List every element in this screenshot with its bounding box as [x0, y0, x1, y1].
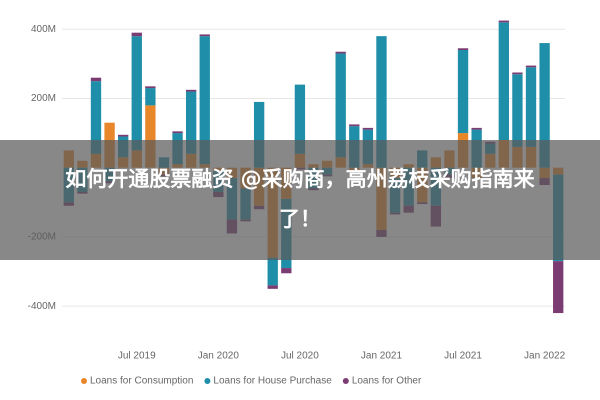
banner-line: 如何开通股票融资 @采购商，高州荔枝采购指南来: [65, 167, 535, 191]
bar: [185, 91, 197, 154]
bar: [335, 51, 346, 54]
legend-label: Loans for Consumption: [90, 376, 193, 387]
bar: [131, 32, 142, 37]
bar: [498, 20, 509, 23]
bar: [185, 89, 197, 92]
bar: [349, 124, 360, 127]
bar: [362, 127, 374, 130]
legend-label: Loans for House Purchase: [213, 376, 332, 387]
x-tick-label: Jul 2021: [444, 351, 482, 362]
x-tick-label: Jul 2020: [281, 351, 319, 362]
y-tick-label: 400M: [31, 24, 56, 35]
bar: [471, 127, 482, 130]
bar: [457, 50, 469, 134]
bar: [145, 105, 156, 168]
bar: [118, 134, 129, 137]
bar: [267, 257, 278, 286]
bar: [267, 285, 278, 289]
legend-marker: [342, 378, 349, 384]
bar: [131, 36, 142, 151]
bar: [145, 88, 156, 106]
bar: [90, 77, 102, 82]
bar: [172, 131, 183, 134]
bar: [199, 36, 210, 165]
y-tick-label: -400M: [28, 301, 56, 312]
bar: [525, 65, 537, 68]
bar: [199, 34, 210, 37]
bar: [512, 74, 523, 147]
x-tick-label: Jul 2019: [118, 351, 156, 362]
bar: [294, 84, 306, 154]
bar: [253, 101, 265, 168]
bar: [512, 72, 523, 75]
bar: [539, 43, 550, 168]
legend-marker: [204, 378, 211, 384]
x-tick-label: Jan 2022: [524, 351, 566, 362]
x-tick-label: Jan 2021: [361, 351, 403, 362]
y-tick-label: 200M: [31, 93, 56, 104]
banner: [0, 140, 600, 260]
bar: [376, 36, 387, 168]
bar: [525, 67, 537, 147]
x-tick-label: Jan 2020: [198, 351, 240, 362]
bar: [498, 22, 509, 140]
bar: [90, 81, 102, 154]
bar: [335, 53, 346, 158]
legend-label: Loans for Other: [352, 376, 422, 387]
banner-line: 了！: [279, 207, 321, 231]
bar: [281, 268, 292, 274]
bar: [457, 48, 469, 50]
bar: [553, 261, 564, 314]
legend-marker: [81, 378, 87, 384]
bar: [145, 86, 156, 89]
